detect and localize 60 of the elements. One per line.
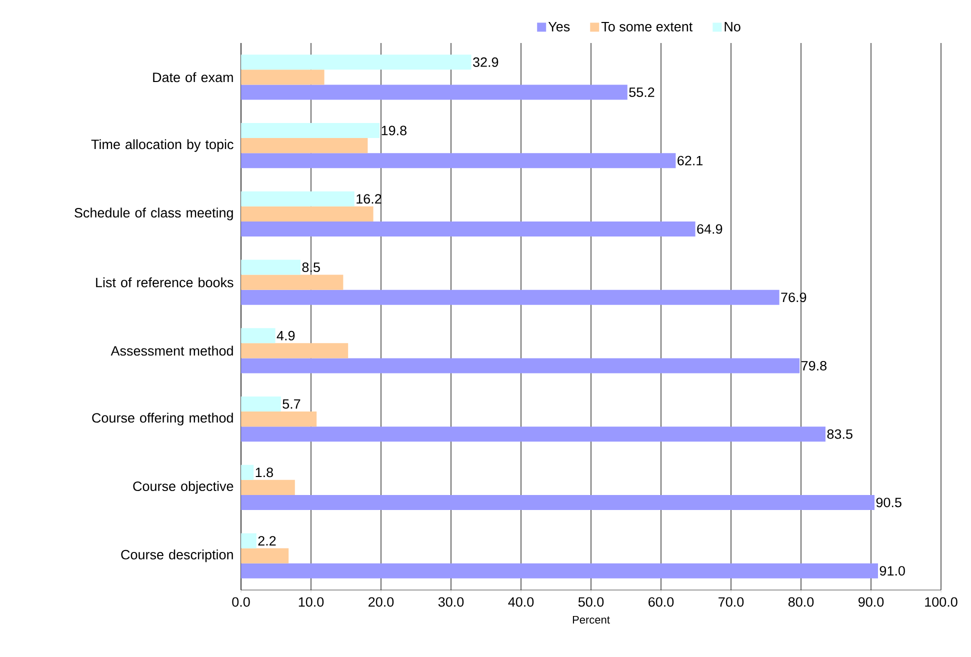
data-label: 32.9 xyxy=(473,57,498,67)
y-tick-label: Time allocation by topic xyxy=(91,139,234,152)
bar xyxy=(241,260,301,275)
data-label: 62.1 xyxy=(678,156,703,166)
bar xyxy=(241,328,276,344)
x-tick-label: 20.0 xyxy=(368,597,394,607)
x-tick-label: 80.0 xyxy=(788,597,814,607)
y-tick-label: Course description xyxy=(121,550,233,562)
x-tick-label: 100.0 xyxy=(925,597,958,607)
y-tick-label: Schedule of class meeting xyxy=(74,208,233,220)
legend-label: No xyxy=(724,22,740,32)
bar xyxy=(241,221,696,237)
data-label: 2.2 xyxy=(258,536,276,546)
data-label: 4.9 xyxy=(276,330,295,340)
data-label: 5.7 xyxy=(282,399,300,409)
bar xyxy=(241,274,344,290)
bar xyxy=(241,426,826,442)
legend-label: Yes xyxy=(548,22,570,32)
bar xyxy=(241,480,295,495)
bar xyxy=(241,464,254,480)
bar xyxy=(241,153,676,168)
x-tick-label: 0.0 xyxy=(232,597,250,607)
x-tick-label: 30.0 xyxy=(438,597,464,607)
bar xyxy=(241,358,800,374)
bar xyxy=(241,290,780,305)
bar xyxy=(241,138,368,154)
bar xyxy=(241,494,875,510)
x-tick-label: 70.0 xyxy=(718,597,744,607)
x-tick-label: 10.0 xyxy=(298,597,324,607)
bar xyxy=(241,123,380,138)
x-tick-label: 60.0 xyxy=(648,597,674,607)
data-label: 90.5 xyxy=(876,498,902,508)
y-tick-label: Course offering method xyxy=(92,412,233,426)
bar xyxy=(241,84,628,100)
y-tick-label: Date of exam xyxy=(153,72,233,82)
data-label: 79.8 xyxy=(801,360,826,371)
bar xyxy=(241,191,354,206)
x-axis-title: Percent xyxy=(572,616,610,624)
bar xyxy=(241,396,281,412)
y-tick-label: Course objective xyxy=(133,481,234,494)
y-tick-label: Assessment method xyxy=(110,346,233,356)
data-label: 83.5 xyxy=(827,429,852,439)
y-tick-label: List of reference books xyxy=(96,277,234,288)
bar xyxy=(241,54,472,70)
bar xyxy=(241,548,289,564)
bar xyxy=(241,343,348,358)
bar xyxy=(241,206,374,222)
x-tick-label: 40.0 xyxy=(508,597,534,607)
x-tick-label: 90.0 xyxy=(858,597,884,607)
data-label: 19.8 xyxy=(382,126,406,136)
bar xyxy=(241,412,317,427)
legend-label: To some extent xyxy=(601,22,693,32)
bar xyxy=(241,70,324,85)
data-label: 64.9 xyxy=(697,224,722,234)
data-label: 91.0 xyxy=(880,566,905,576)
x-tick-label: 50.0 xyxy=(578,597,604,607)
bar xyxy=(241,563,878,578)
data-label: 55.2 xyxy=(629,87,654,98)
bar xyxy=(241,533,256,548)
data-label: 1.8 xyxy=(256,468,273,478)
